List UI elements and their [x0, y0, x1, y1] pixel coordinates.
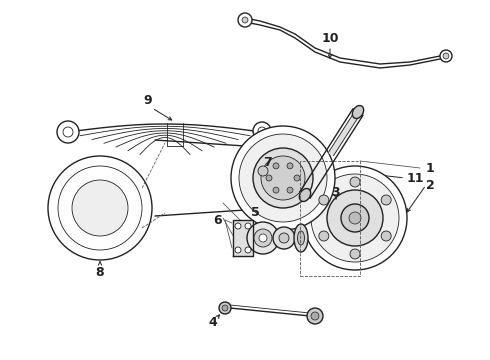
Circle shape — [381, 231, 391, 241]
Ellipse shape — [297, 231, 304, 245]
Text: 9: 9 — [144, 94, 152, 107]
Polygon shape — [233, 220, 253, 256]
Circle shape — [311, 312, 319, 320]
Circle shape — [247, 222, 279, 254]
Circle shape — [72, 180, 128, 236]
Circle shape — [57, 121, 79, 143]
Circle shape — [273, 227, 295, 249]
Circle shape — [319, 195, 329, 205]
Circle shape — [349, 212, 361, 224]
Circle shape — [239, 134, 327, 222]
Text: 2: 2 — [426, 179, 434, 192]
Circle shape — [311, 174, 399, 262]
Circle shape — [254, 229, 272, 247]
Circle shape — [245, 223, 251, 229]
Circle shape — [261, 156, 305, 200]
Circle shape — [235, 247, 241, 253]
Circle shape — [350, 177, 360, 187]
Circle shape — [319, 231, 329, 241]
Circle shape — [440, 50, 452, 62]
Circle shape — [279, 233, 289, 243]
Circle shape — [242, 17, 248, 23]
Circle shape — [58, 166, 142, 250]
Circle shape — [238, 13, 252, 27]
Bar — [300, 161, 360, 276]
Circle shape — [266, 175, 272, 181]
Circle shape — [307, 308, 323, 324]
Circle shape — [63, 127, 73, 137]
Polygon shape — [328, 111, 361, 156]
Circle shape — [235, 223, 241, 229]
Circle shape — [48, 156, 152, 260]
Circle shape — [222, 305, 228, 311]
Circle shape — [258, 127, 266, 135]
Text: 11: 11 — [406, 171, 424, 185]
Circle shape — [294, 175, 300, 181]
Circle shape — [381, 195, 391, 205]
Text: 4: 4 — [209, 315, 218, 328]
Ellipse shape — [352, 105, 364, 118]
Circle shape — [327, 190, 383, 246]
Circle shape — [253, 122, 271, 140]
Circle shape — [287, 187, 293, 193]
Circle shape — [273, 187, 279, 193]
Text: 7: 7 — [264, 156, 272, 168]
Circle shape — [273, 163, 279, 169]
Text: 10: 10 — [321, 32, 339, 45]
Circle shape — [253, 148, 313, 208]
Text: 3: 3 — [332, 185, 341, 198]
Text: 8: 8 — [96, 266, 104, 279]
Circle shape — [259, 234, 267, 242]
Text: 6: 6 — [214, 213, 222, 226]
Circle shape — [258, 166, 268, 176]
Circle shape — [231, 126, 335, 230]
Text: 1: 1 — [426, 162, 434, 175]
Circle shape — [245, 247, 251, 253]
Polygon shape — [300, 109, 363, 198]
Circle shape — [303, 166, 407, 270]
Circle shape — [341, 204, 369, 232]
Circle shape — [350, 249, 360, 259]
Circle shape — [287, 163, 293, 169]
Ellipse shape — [299, 189, 311, 202]
Circle shape — [443, 53, 449, 59]
Ellipse shape — [294, 224, 308, 252]
Text: 5: 5 — [250, 206, 259, 219]
Circle shape — [219, 302, 231, 314]
